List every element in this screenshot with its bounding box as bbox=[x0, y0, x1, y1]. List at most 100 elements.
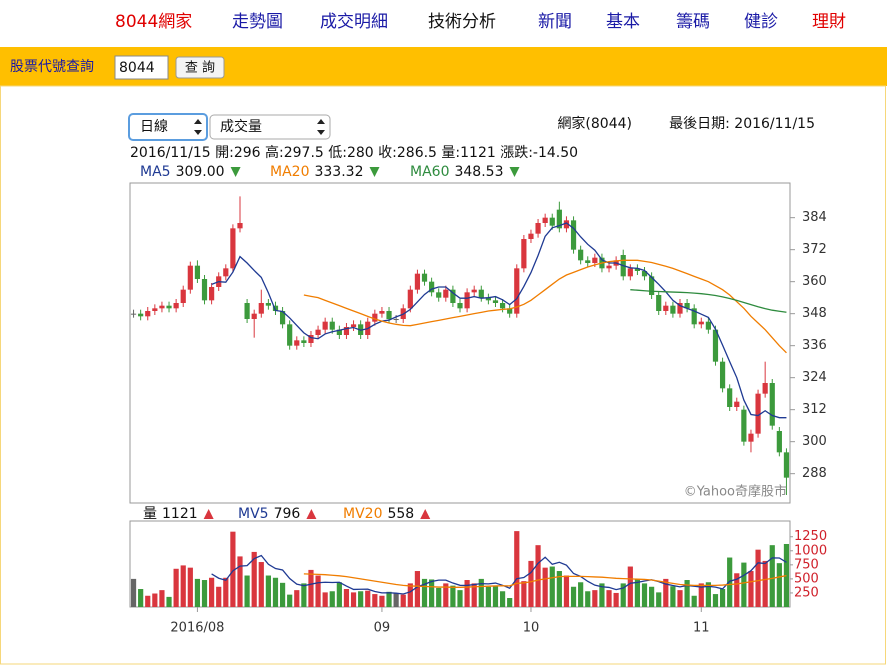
legend-value: 1121 bbox=[162, 506, 198, 522]
candle-body bbox=[173, 303, 179, 309]
watermark: ©Yahoo奇摩股市 bbox=[684, 484, 787, 500]
y-tick-label: 1250 bbox=[794, 529, 827, 544]
candle-body bbox=[485, 297, 491, 301]
volume-bar bbox=[549, 566, 555, 607]
candle-body bbox=[649, 276, 655, 295]
period-select[interactable] bbox=[128, 113, 208, 141]
volume-bar bbox=[265, 575, 271, 607]
y-tick-label: 312 bbox=[802, 402, 827, 417]
volume-bar bbox=[649, 586, 655, 607]
nav-link[interactable]: 新聞 bbox=[538, 12, 572, 32]
volume-bar bbox=[201, 580, 208, 607]
volume-bar bbox=[663, 578, 669, 607]
nav-link[interactable]: 基本 bbox=[606, 12, 640, 32]
legend-entry: MA60 348.53 bbox=[410, 164, 503, 180]
indicator-select[interactable] bbox=[209, 114, 331, 140]
legend-entry: MA20 333.32 bbox=[270, 164, 363, 180]
candle-body bbox=[130, 313, 137, 315]
candle-body bbox=[719, 361, 726, 389]
legend-name: MV20 bbox=[343, 506, 382, 522]
volume-bar bbox=[492, 586, 499, 607]
candle-body bbox=[627, 268, 633, 277]
volume-bar bbox=[308, 569, 314, 607]
y-tick-label: 324 bbox=[802, 370, 827, 385]
candle-body bbox=[145, 311, 151, 317]
volume-bar bbox=[272, 577, 279, 607]
candle-body bbox=[159, 305, 165, 309]
candle-body bbox=[677, 303, 683, 314]
candle-body bbox=[450, 289, 456, 303]
y-tick-label: 300 bbox=[802, 434, 827, 449]
candle-body bbox=[592, 257, 598, 263]
candle-body bbox=[528, 233, 534, 239]
quote-info: 2016/11/15 開:296 高:297.5 低:280 收:286.5 量… bbox=[130, 144, 578, 161]
volume-bar bbox=[322, 592, 328, 607]
candle-body bbox=[514, 268, 520, 314]
volume-bar bbox=[592, 590, 598, 607]
candle-body bbox=[436, 292, 442, 298]
legend-entry: MV5 796 bbox=[238, 506, 300, 522]
candle-body bbox=[783, 452, 790, 478]
volume-bar bbox=[599, 583, 605, 607]
volume-bar bbox=[130, 578, 137, 607]
volume-bar bbox=[464, 580, 470, 607]
candle-body bbox=[372, 313, 378, 322]
volume-bar bbox=[620, 583, 626, 607]
candle-body bbox=[492, 300, 499, 303]
volume-bar bbox=[471, 583, 477, 607]
candle-body bbox=[209, 287, 215, 301]
volume-bar bbox=[400, 594, 406, 607]
nav-link[interactable]: 成交明細 bbox=[320, 12, 388, 32]
up-arrow bbox=[420, 509, 431, 519]
volume-bar bbox=[457, 590, 463, 607]
nav-link[interactable]: 健診 bbox=[744, 12, 778, 32]
nav-link[interactable]: 技術分析 bbox=[428, 12, 496, 32]
nav-link[interactable]: 籌碼 bbox=[676, 12, 710, 32]
legend-name: MA5 bbox=[140, 164, 171, 180]
indicator-select-value: 成交量 bbox=[220, 118, 262, 135]
search-input[interactable] bbox=[114, 55, 169, 80]
volume-bar bbox=[152, 593, 158, 607]
nav-link[interactable]: 理財 bbox=[812, 12, 846, 32]
candle-body bbox=[762, 383, 768, 394]
volume-bar bbox=[748, 571, 754, 607]
volume-bar bbox=[343, 589, 350, 607]
candle-body bbox=[329, 321, 335, 330]
volume-bar bbox=[670, 586, 676, 607]
volume-bar bbox=[585, 591, 591, 607]
candle-body bbox=[201, 279, 208, 301]
candle-body bbox=[272, 305, 279, 311]
search-button-label: 查 詢 bbox=[185, 60, 215, 76]
candle-body bbox=[606, 265, 612, 269]
y-tick-label: 250 bbox=[794, 585, 819, 600]
select-arrows bbox=[194, 119, 202, 135]
candle-body bbox=[471, 289, 477, 293]
search-input-value: 8044 bbox=[119, 60, 155, 76]
volume-bar bbox=[698, 583, 704, 607]
nav-link[interactable]: 8044網家 bbox=[115, 12, 192, 32]
candle-body bbox=[308, 335, 314, 343]
volume-bar bbox=[613, 592, 619, 607]
volume-bar bbox=[507, 598, 513, 607]
volume-bar bbox=[336, 582, 342, 607]
volume-bar bbox=[244, 575, 250, 607]
x-tick-label: 11 bbox=[693, 621, 710, 636]
legend-name: MV5 bbox=[238, 506, 269, 522]
candle-body bbox=[301, 340, 307, 343]
volume-bar bbox=[563, 575, 570, 607]
volume-bar bbox=[166, 596, 172, 607]
price-plot bbox=[129, 182, 791, 504]
volume-bar bbox=[762, 560, 768, 607]
candle-body bbox=[691, 308, 697, 325]
select-arrows bbox=[317, 119, 325, 135]
y-tick-label: 384 bbox=[802, 210, 827, 225]
volume-bar bbox=[478, 578, 484, 607]
search-button[interactable] bbox=[175, 56, 225, 79]
nav-link[interactable]: 走勢圖 bbox=[232, 12, 283, 32]
candle-body bbox=[684, 303, 690, 309]
volume-bar bbox=[251, 551, 257, 607]
candle-body bbox=[705, 321, 711, 330]
y-tick-label: 360 bbox=[802, 274, 827, 289]
volume-bar bbox=[606, 590, 612, 607]
